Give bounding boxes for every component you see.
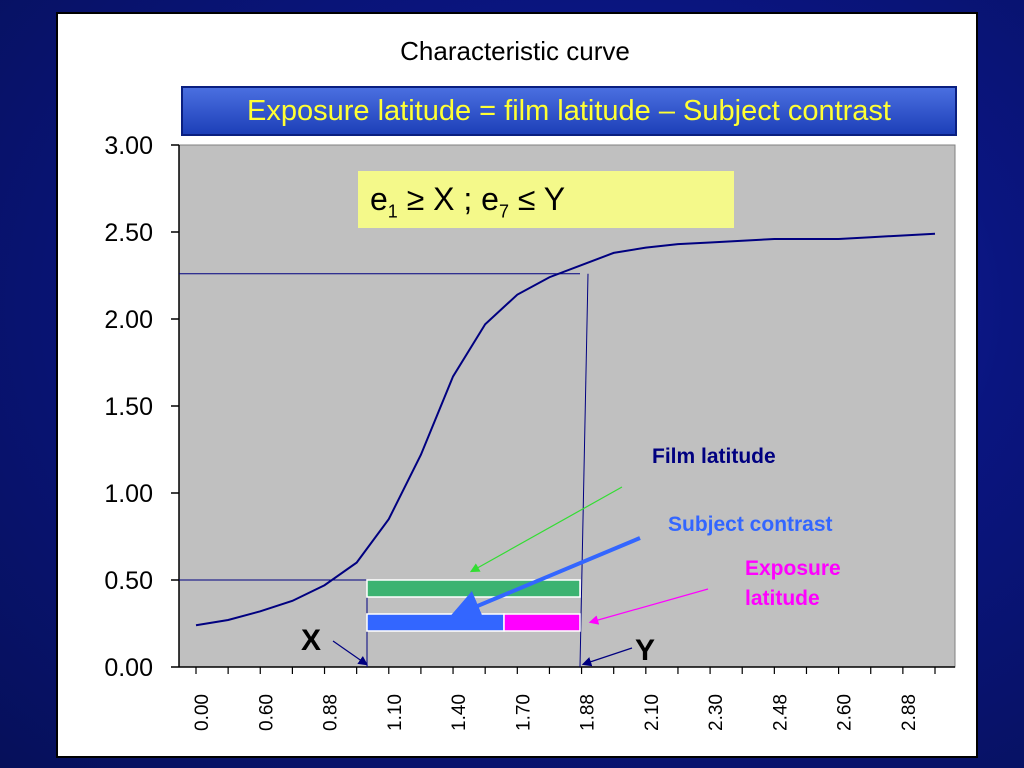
subject-contrast-bar [366, 613, 505, 632]
x-tick-label: 1.70 [513, 694, 534, 731]
x-tick-label: 1.88 [578, 694, 599, 731]
y-tick-label: 3.00 [104, 132, 153, 160]
chart-title: Characteristic curve [400, 36, 630, 66]
x-tick-label: 1.40 [449, 694, 470, 731]
y-marker-label: Y [635, 634, 656, 667]
formula-banner: Exposure latitude = film latitude – Subj… [181, 86, 957, 136]
exposure-latitude-bar [503, 613, 581, 632]
exposure-latitude-label-line1: Exposure [745, 557, 841, 580]
y-tick-label: 2.50 [104, 219, 153, 247]
series-line [195, 232, 936, 627]
x-tick-label: 0.88 [321, 694, 342, 731]
film-latitude-label: Film latitude [652, 445, 776, 468]
y-tick-label: 1.50 [104, 393, 153, 421]
y-tick-label: 0.00 [104, 654, 153, 682]
exposure-latitude-label-line2: latitude [745, 587, 820, 610]
y-tick-label: 0.50 [104, 567, 153, 595]
y-marker-arrow [581, 647, 633, 667]
subject-contrast-arrow [448, 536, 641, 621]
x-tick-label: 2.48 [770, 694, 791, 731]
x-tick-label: 2.88 [899, 694, 920, 731]
x-marker-label: X [301, 624, 322, 657]
y-exposure-guide [579, 273, 589, 668]
y-tick-label: 1.00 [104, 480, 153, 508]
y-tick-label: 2.00 [104, 306, 153, 334]
x-tick-label: 2.10 [642, 694, 663, 731]
x-tick-label: 0.60 [256, 694, 277, 731]
x-tick-label: 2.30 [706, 694, 727, 731]
subject-contrast-label: Subject contrast [668, 513, 833, 536]
film-latitude-bar [366, 579, 581, 598]
x-tick-label: 0.00 [192, 694, 213, 731]
x-marker-arrow [332, 640, 368, 666]
film-latitude-arrow [469, 486, 623, 573]
x-tick-label: 1.10 [385, 694, 406, 731]
x-tick-label: 2.60 [835, 694, 856, 731]
exposure-latitude-arrow [588, 588, 709, 625]
condition-box: e1 ≥ X ; e7 ≤ Y [358, 171, 734, 228]
